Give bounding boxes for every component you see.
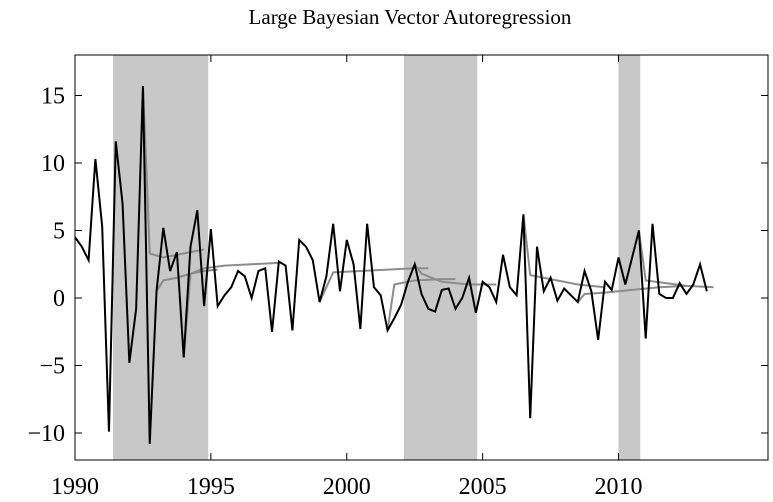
x-tick-label: 2005 (459, 474, 507, 500)
plot-frame (74, 54, 769, 461)
chart-title: Large Bayesian Vector Autoregression (249, 5, 572, 29)
y-tick-label: 15 (41, 84, 65, 110)
y-tick-label: −10 (27, 421, 65, 447)
line (386, 278, 456, 331)
line (74, 86, 708, 444)
y-tick-label: −5 (39, 354, 65, 380)
line (576, 284, 687, 303)
shaded-region (618, 55, 641, 460)
x-tick-label: 2010 (595, 474, 643, 500)
line (637, 230, 714, 289)
line (141, 86, 205, 259)
x-tick-label: 1990 (51, 474, 99, 500)
line (413, 263, 497, 286)
y-tick-label: 5 (53, 219, 65, 245)
y-tick-label: 10 (41, 151, 65, 177)
y-tick-label: 0 (53, 286, 65, 312)
shaded-region (403, 55, 478, 460)
x-tick-label: 1995 (187, 474, 235, 500)
x-tick-label: 2000 (323, 474, 371, 500)
